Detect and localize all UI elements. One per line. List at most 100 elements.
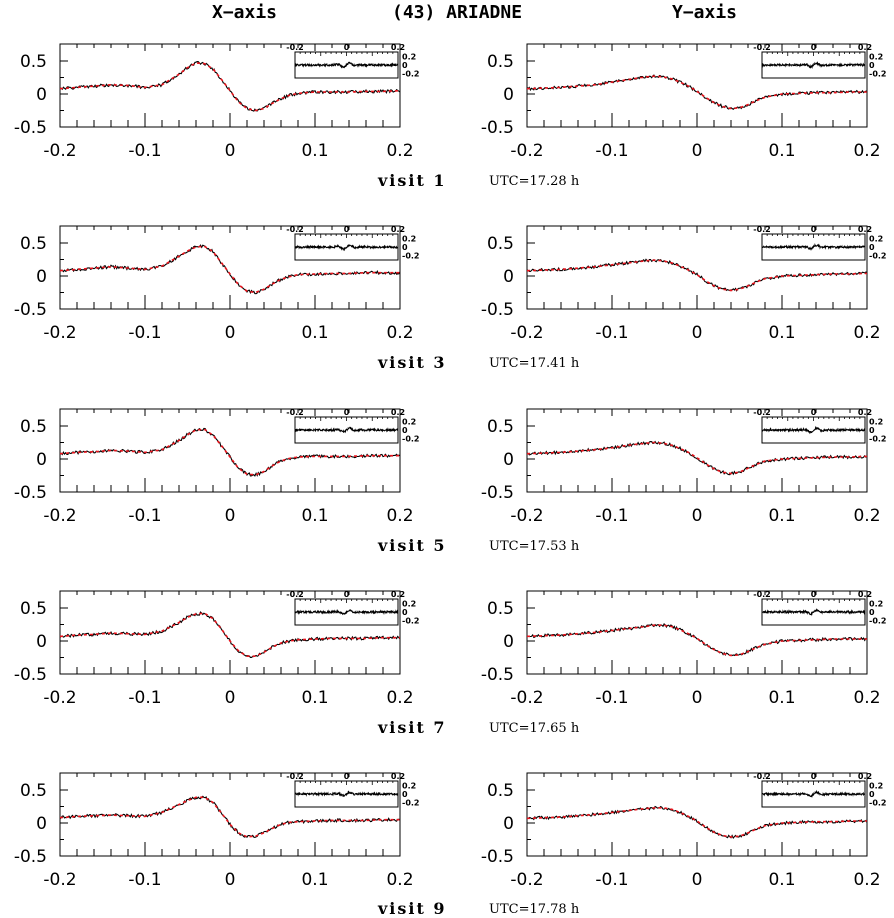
- inset-y-tick-label: 0: [402, 426, 408, 435]
- y-tick-label: -0.5: [14, 118, 47, 138]
- panel-x-visit-5: -0.2 -0.1 0 0.1 0.20.50-0.5-0.2 0 0.20.20-0.2: [14, 408, 420, 526]
- utc-label: UTC=17.41 h: [489, 356, 580, 371]
- y-tick-label: 0.5: [487, 52, 514, 72]
- panel-y-visit-5: -0.2 -0.1 0 0.1 0.20.50-0.5-0.2 0 0.20.20-0.2: [481, 408, 887, 526]
- y-tick-label: 0.5: [20, 599, 47, 619]
- visit-label: visit 7: [377, 718, 447, 737]
- data-curve: [526, 258, 868, 292]
- model-curve: [59, 796, 400, 838]
- x-tick-label: 0: [225, 506, 236, 526]
- inset-x-tick-label: 0: [811, 590, 817, 599]
- data-curve: [526, 622, 868, 657]
- residual-curve: [294, 426, 399, 434]
- y-tick-label: 0: [503, 85, 514, 105]
- panel-y-visit-1: -0.2 -0.1 0 0.1 0.20.50-0.5-0.2 0 0.20.20-0.2: [481, 43, 887, 161]
- inset-x-tick-label: -0.2: [286, 43, 304, 52]
- y-tick-label: -0.5: [14, 483, 47, 503]
- panel-x-visit-9: -0.2 -0.1 0 0.1 0.20.50-0.5-0.2 0 0.20.20-0.2: [14, 772, 420, 890]
- model-curve: [59, 612, 400, 658]
- y-axis-column-title: Y−axis: [672, 2, 738, 23]
- x-tick-label: -0.1: [595, 141, 628, 161]
- inset-y-tick-label: 0: [402, 790, 408, 799]
- x-tick-label: 0: [692, 688, 703, 708]
- inset-x-tick-label: 0: [811, 43, 817, 52]
- x-tick-label: -0.2: [43, 870, 76, 890]
- model-curve: [526, 624, 867, 657]
- y-tick-label: 0.5: [20, 781, 47, 801]
- inset-y-tick-label: -0.2: [402, 799, 420, 808]
- x-tick-label: -0.1: [128, 870, 161, 890]
- inset-y-tick-label: 0: [869, 243, 875, 252]
- utc-label: UTC=17.53 h: [489, 539, 580, 554]
- residual-curve: [761, 789, 866, 798]
- inset-x-tick-label: -0.2: [753, 225, 771, 234]
- x-axis-column-title: X−axis: [212, 2, 278, 23]
- inset-x-tick-label: -0.2: [286, 772, 304, 781]
- inset-x-tick-label: -0.2: [753, 772, 771, 781]
- inset-y-tick-label: -0.2: [869, 799, 887, 808]
- x-tick-label: 0: [692, 506, 703, 526]
- x-tick-label: 0.2: [386, 141, 413, 161]
- y-tick-label: 0.5: [487, 781, 514, 801]
- inset-y-tick-label: 0: [402, 61, 408, 70]
- inset-y-tick-label: 0.2: [402, 52, 416, 61]
- inset-x-tick-label: 0.2: [858, 408, 872, 417]
- y-tick-label: -0.5: [481, 665, 514, 685]
- panel-y-visit-7: -0.2 -0.1 0 0.1 0.20.50-0.5-0.2 0 0.20.20-0.2: [481, 590, 887, 708]
- x-tick-label: -0.1: [128, 141, 161, 161]
- x-tick-label: -0.1: [595, 870, 628, 890]
- y-tick-label: 0: [36, 814, 47, 834]
- y-tick-label: 0.5: [20, 52, 47, 72]
- residual-curve: [761, 60, 866, 69]
- x-tick-label: -0.1: [595, 506, 628, 526]
- inset-y-tick-label: -0.2: [402, 617, 420, 626]
- x-tick-label: 0.2: [386, 323, 413, 343]
- inset-y-tick-label: 0.2: [402, 781, 416, 790]
- inset-x-tick-label: 0.2: [858, 772, 872, 781]
- x-tick-label: 0.1: [768, 870, 795, 890]
- y-tick-label: 0: [36, 450, 47, 470]
- x-tick-label: 0.2: [386, 688, 413, 708]
- x-tick-label: 0: [692, 141, 703, 161]
- inset-y-tick-label: -0.2: [869, 252, 887, 261]
- model-curve: [526, 806, 867, 838]
- inset-x-tick-label: 0: [344, 772, 350, 781]
- inset-x-tick-label: -0.2: [286, 408, 304, 417]
- inset-y-tick-label: -0.2: [869, 435, 887, 444]
- y-tick-label: 0: [36, 267, 47, 287]
- x-tick-label: 0.1: [768, 688, 795, 708]
- x-tick-label: -0.2: [43, 141, 76, 161]
- inset-y-tick-label: -0.2: [869, 70, 887, 79]
- visit-label: visit 5: [377, 536, 447, 555]
- inset-y-tick-label: -0.2: [402, 435, 420, 444]
- inset-x-tick-label: 0: [344, 590, 350, 599]
- x-tick-label: 0: [225, 870, 236, 890]
- x-tick-label: 0.2: [853, 506, 880, 526]
- inset-x-tick-label: 0.2: [858, 43, 872, 52]
- x-tick-label: -0.2: [43, 688, 76, 708]
- x-tick-label: 0.2: [853, 141, 880, 161]
- inset-y-tick-label: 0.2: [869, 781, 883, 790]
- utc-label: UTC=17.65 h: [489, 721, 580, 736]
- y-tick-label: -0.5: [481, 483, 514, 503]
- inset-x-tick-label: 0: [344, 43, 350, 52]
- inset-x-tick-label: 0.2: [391, 43, 405, 52]
- x-tick-label: 0.1: [301, 141, 328, 161]
- data-curve: [59, 795, 401, 838]
- x-tick-label: -0.2: [510, 688, 543, 708]
- x-tick-label: -0.1: [595, 323, 628, 343]
- inset-y-tick-label: 0: [869, 790, 875, 799]
- x-tick-label: 0: [225, 141, 236, 161]
- data-curve: [526, 805, 868, 840]
- inset-x-tick-label: 0.2: [858, 225, 872, 234]
- inset-x-tick-label: -0.2: [753, 590, 771, 599]
- object-title: (43) ARIADNE: [392, 2, 523, 23]
- x-tick-label: -0.1: [128, 506, 161, 526]
- inset-y-tick-label: 0.2: [869, 234, 883, 243]
- x-tick-label: -0.1: [128, 688, 161, 708]
- x-tick-label: -0.2: [43, 323, 76, 343]
- x-tick-label: 0.1: [768, 323, 795, 343]
- inset-y-tick-label: -0.2: [402, 70, 420, 79]
- model-curve: [527, 259, 867, 292]
